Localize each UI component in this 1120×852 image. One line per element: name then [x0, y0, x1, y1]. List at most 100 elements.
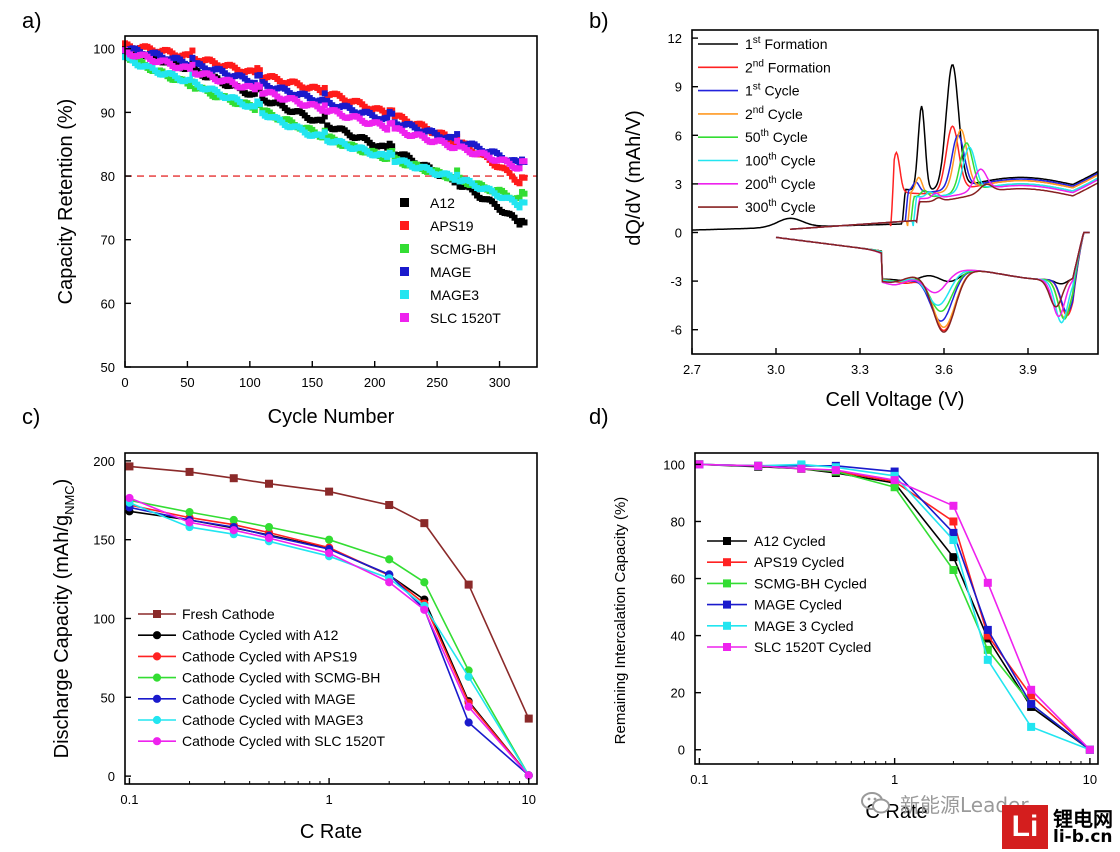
data-point — [1027, 700, 1036, 709]
data-point — [949, 536, 958, 545]
legend-label: 200th Cycle — [745, 175, 816, 192]
data-point — [264, 522, 274, 532]
data-point — [451, 144, 458, 151]
data-point — [451, 176, 458, 183]
panel-letter: a) — [22, 8, 42, 33]
data-point — [185, 508, 194, 517]
legend: A12 APS19 SCMG-BH MAGE MAGE3 SLC 1520T — [400, 195, 501, 326]
y-tick-label: 60 — [101, 296, 115, 311]
data-point — [983, 631, 992, 640]
data-point — [949, 565, 958, 574]
series-fresh-cathode — [125, 462, 533, 723]
y-axis-label: dQ/dV (mAh/V) — [623, 110, 645, 246]
legend-swatch — [400, 221, 409, 230]
data-point — [754, 461, 763, 470]
y-tick-label: 70 — [101, 233, 115, 248]
data-point — [153, 610, 161, 618]
data-point — [321, 113, 328, 120]
data-point — [324, 535, 334, 544]
x-tick-label: 200 — [364, 375, 386, 390]
data-point — [125, 493, 134, 503]
x-tick-label: 3.3 — [851, 362, 869, 377]
legend-label: Cathode Cycled with SCMG-BH — [182, 670, 380, 686]
data-point — [949, 553, 958, 562]
data-point — [516, 180, 523, 187]
x-tick-label: 3.0 — [767, 362, 785, 377]
legend-label: MAGE3 — [430, 287, 479, 303]
legend-label: APS19 Cycled — [754, 554, 844, 570]
data-point — [385, 501, 394, 510]
data-point — [385, 578, 394, 587]
x-tick-label: 50 — [180, 375, 194, 390]
data-point — [454, 131, 461, 138]
legend-swatch — [400, 267, 409, 276]
data-point — [723, 558, 731, 567]
legend-label: 100th Cycle — [745, 152, 816, 169]
legend: Fresh Cathode Cathode Cycled with A12 Cath… — [138, 606, 386, 749]
data-point — [723, 600, 731, 609]
data-point — [1085, 745, 1094, 754]
data-point — [949, 501, 958, 510]
legend-label: 50th Cycle — [745, 128, 808, 145]
data-point — [491, 200, 498, 207]
x-tick-label: 0 — [121, 375, 128, 390]
data-point — [152, 694, 162, 703]
legend-label: Cathode Cycled with SLC 1520T — [182, 733, 386, 749]
y-tick-label: -6 — [670, 323, 682, 338]
y-axis-label: Discharge Capacity (mAh/gNMC) — [51, 479, 77, 759]
charge-curve — [692, 64, 1098, 231]
data-point — [321, 84, 328, 91]
legend-swatch — [400, 198, 409, 207]
data-point — [256, 72, 263, 79]
x-tick-label: 100 — [239, 375, 261, 390]
plot-frame — [124, 35, 538, 368]
data-point — [125, 462, 134, 471]
legend: A12 Cycled APS19 Cycled SCMG-BH Cycled MAGE… — [707, 533, 871, 655]
legend-label: Fresh Cathode — [182, 606, 275, 622]
data-point — [185, 518, 194, 527]
data-point — [831, 466, 840, 475]
data-point — [723, 537, 731, 545]
data-point — [797, 464, 806, 473]
data-point — [521, 219, 528, 226]
y-tick-label: 60 — [671, 572, 685, 587]
data-point — [890, 483, 899, 492]
legend-label: 2nd Formation — [745, 58, 831, 75]
y-tick-label: 6 — [675, 128, 682, 143]
data-point — [471, 189, 478, 196]
data-point — [321, 90, 328, 97]
legend-label: MAGE Cycled — [754, 597, 842, 613]
data-point — [189, 47, 196, 54]
data-point — [506, 169, 513, 176]
series-slc-1520t — [122, 47, 528, 172]
data-point — [324, 548, 334, 558]
legend-label: A12 — [430, 195, 455, 211]
data-point — [420, 578, 429, 587]
data-point — [723, 579, 731, 588]
data-point — [983, 645, 992, 654]
data-point — [464, 672, 473, 681]
data-point — [186, 65, 193, 72]
y-tick-label: 90 — [101, 105, 115, 120]
data-point — [251, 86, 258, 93]
data-point — [420, 605, 429, 614]
x-axis-label: C Rate — [300, 821, 362, 843]
data-point — [454, 171, 461, 178]
data-point — [389, 110, 396, 117]
x-tick-label: 3.9 — [1019, 362, 1037, 377]
series-cathode-cycled-with-slc-1520t — [125, 493, 533, 780]
legend-label: Cathode Cycled with MAGE3 — [182, 712, 364, 728]
data-point — [189, 61, 196, 68]
legend-label: APS19 — [430, 218, 474, 234]
x-tick-label: 0.1 — [120, 792, 138, 807]
data-point — [384, 153, 391, 160]
data-point — [890, 476, 899, 485]
data-point — [385, 555, 394, 564]
data-point — [521, 190, 528, 197]
x-tick-label: 150 — [301, 375, 323, 390]
data-point — [890, 471, 899, 480]
discharge-curve — [775, 231, 1090, 285]
data-point — [185, 467, 194, 476]
panel-letter: d) — [589, 404, 609, 429]
x-tick-label: 300 — [489, 375, 511, 390]
